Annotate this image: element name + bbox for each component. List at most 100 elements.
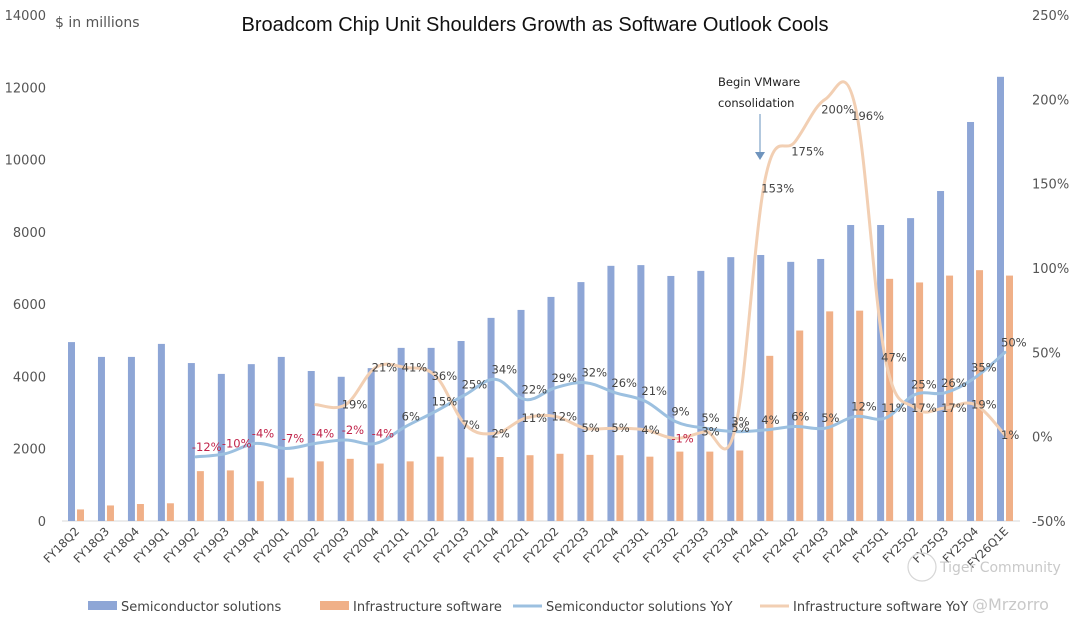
bar-infrastructure-software <box>406 461 414 521</box>
data-label-semiconductor-yoy: 26% <box>611 376 637 390</box>
watermark-community: Tiger Community <box>939 560 1061 576</box>
data-label-semiconductor-yoy: 5% <box>701 411 719 425</box>
bar-infrastructure-software <box>226 470 234 521</box>
bar-infrastructure-software <box>826 311 834 521</box>
data-label-semiconductor-yoy: 6% <box>791 410 809 424</box>
watermark-author: @Mrzorro <box>972 595 1049 614</box>
bar-semiconductor-solutions <box>517 309 525 521</box>
bar-semiconductor-solutions <box>697 270 705 521</box>
bar-semiconductor-solutions <box>457 341 465 521</box>
data-label-infrastructure-yoy: 17% <box>911 401 937 415</box>
bar-semiconductor-solutions <box>997 76 1004 521</box>
data-label-semiconductor-yoy: -12% <box>192 440 222 454</box>
bar-infrastructure-software <box>616 455 624 521</box>
data-label-infrastructure-yoy: 175% <box>791 145 824 159</box>
bar-semiconductor-solutions <box>217 373 225 521</box>
bar-infrastructure-software <box>946 275 954 521</box>
bar-semiconductor-solutions <box>607 265 615 521</box>
legend-swatch <box>88 601 117 610</box>
bar-infrastructure-software <box>376 463 384 521</box>
data-label-semiconductor-yoy: 29% <box>551 371 577 385</box>
bar-semiconductor-solutions <box>277 356 285 521</box>
data-label-infrastructure-yoy: 3% <box>701 425 719 439</box>
y2-tick-label: 0% <box>1032 431 1053 446</box>
bar-semiconductor-solutions <box>847 224 855 522</box>
data-label-semiconductor-yoy: 25% <box>462 378 488 392</box>
bar-infrastructure-software <box>496 457 504 521</box>
bar-infrastructure-software <box>316 461 324 521</box>
legend: Semiconductor solutions Infrastructure so… <box>88 600 968 615</box>
bar-semiconductor-solutions <box>817 258 825 521</box>
data-label-infrastructure-yoy: 36% <box>432 369 458 383</box>
data-label-infrastructure-yoy: 47% <box>881 350 907 364</box>
data-label-semiconductor-yoy: 6% <box>402 410 420 424</box>
line-semiconductor-yoy <box>194 350 1007 459</box>
data-label-semiconductor-yoy: 35% <box>971 361 997 375</box>
chart-title: Broadcom Chip Unit Shoulders Growth as S… <box>242 14 829 36</box>
legend-semiconductor-yoy: Semiconductor solutions YoY <box>513 600 733 615</box>
bar-semiconductor-solutions <box>157 343 165 521</box>
bar-infrastructure-software <box>676 451 684 521</box>
bar-semiconductor-solutions <box>877 224 885 522</box>
y-axis-left: 0 2000 4000 6000 8000 10000 12000 14000 <box>5 9 46 530</box>
legend-label: Semiconductor solutions <box>121 600 282 615</box>
data-label-semiconductor-yoy: -2% <box>342 423 364 437</box>
watermark-logo-icon <box>907 552 937 582</box>
bar-infrastructure-software <box>736 450 744 521</box>
bar-infrastructure-software <box>976 270 984 521</box>
data-label-infrastructure-yoy: 196% <box>851 109 884 123</box>
bar-infrastructure-software <box>526 455 534 521</box>
bar-semiconductor-solutions <box>307 371 315 521</box>
data-label-infrastructure-yoy: 1% <box>1001 428 1019 442</box>
data-label-infrastructure-yoy: 11% <box>522 411 548 425</box>
annotation: Begin VMware consolidation <box>718 75 800 160</box>
data-label-semiconductor-yoy: 21% <box>641 384 667 398</box>
watermark: Tiger Community @Mrzorro <box>907 552 1061 614</box>
data-label-infrastructure-yoy: 21% <box>372 361 398 375</box>
bar-semiconductor-solutions <box>937 191 945 521</box>
data-label-semiconductor-yoy: -10% <box>222 437 252 451</box>
bar-infrastructure-software <box>1006 275 1013 521</box>
line-group <box>194 80 1007 459</box>
bar-semiconductor-solutions <box>68 342 75 521</box>
bar-infrastructure-software <box>286 477 294 521</box>
data-label-semiconductor-yoy: -4% <box>312 426 334 440</box>
bar-semiconductor-solutions <box>967 121 975 522</box>
data-label-infrastructure-yoy: 7% <box>462 418 480 432</box>
data-label-semiconductor-yoy: 12% <box>851 399 877 413</box>
data-label-infrastructure-yoy: 17% <box>941 401 967 415</box>
data-label-infrastructure-yoy: 2% <box>492 426 510 440</box>
data-label-semiconductor-yoy: -4% <box>372 426 394 440</box>
y-axis-unit: $ in millions <box>55 15 140 31</box>
bar-infrastructure-software <box>706 451 714 521</box>
legend-infrastructure-yoy: Infrastructure software YoY <box>760 600 968 615</box>
data-label-infrastructure-yoy: 12% <box>551 409 577 423</box>
data-label-semiconductor-yoy: 25% <box>911 378 937 392</box>
bar-semiconductor-solutions <box>727 257 735 521</box>
bar-infrastructure-software <box>196 471 204 521</box>
bar-semiconductor-solutions <box>787 261 795 521</box>
data-label-semiconductor-yoy: 50% <box>1001 335 1027 349</box>
bar-infrastructure-software <box>886 278 894 521</box>
legend-label: Infrastructure software <box>353 600 502 615</box>
bar-group <box>68 76 1013 522</box>
y-tick-label: 0 <box>38 515 46 530</box>
data-label-infrastructure-yoy: 153% <box>761 182 794 196</box>
data-label-infrastructure-yoy: 200% <box>821 102 854 116</box>
bar-semiconductor-solutions <box>397 347 405 521</box>
data-label-infrastructure-yoy: 5% <box>581 421 599 435</box>
legend-swatch <box>320 601 349 610</box>
bar-infrastructure-software <box>136 504 144 521</box>
bar-semiconductor-solutions <box>487 317 495 521</box>
bar-infrastructure-software <box>77 509 84 521</box>
annotation-arrow-head <box>755 152 765 160</box>
bar-infrastructure-software <box>436 456 444 521</box>
data-label-infrastructure-yoy: 5% <box>611 421 629 435</box>
y2-tick-label: 150% <box>1032 178 1069 193</box>
bar-semiconductor-solutions <box>577 282 585 521</box>
bar-semiconductor-solutions <box>187 363 195 521</box>
bar-infrastructure-software <box>916 282 924 521</box>
bar-semiconductor-solutions <box>547 296 555 521</box>
y2-tick-label: 50% <box>1032 346 1061 361</box>
y-tick-label: 14000 <box>5 9 46 24</box>
